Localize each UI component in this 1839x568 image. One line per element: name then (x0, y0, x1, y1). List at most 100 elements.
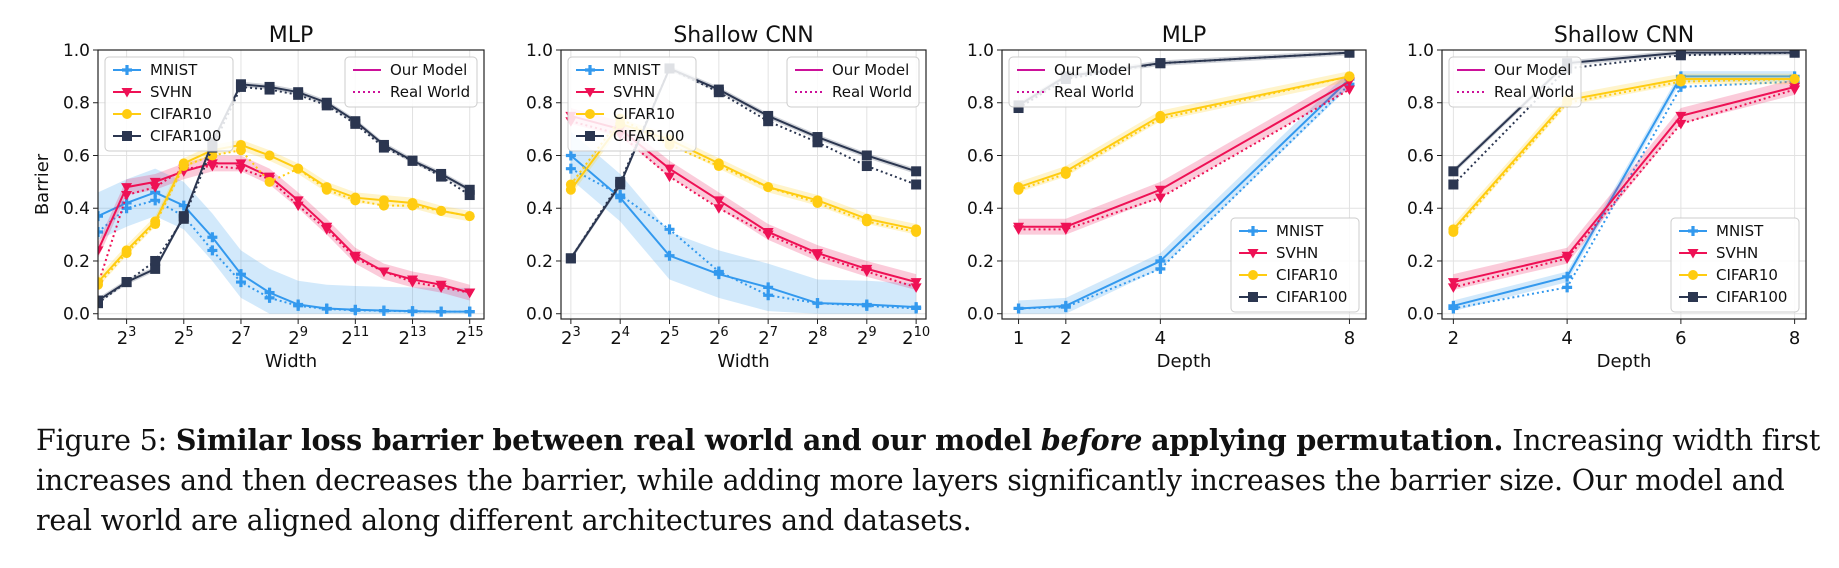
point-real-mnist (207, 245, 218, 256)
line-model-cifar100 (1452, 51, 1795, 173)
legend-box (1670, 217, 1800, 313)
point-model-svhn (292, 196, 304, 206)
chart-title: Shallow CNN (1554, 23, 1694, 48)
legend-label-cifar100: CIFAR100 (150, 127, 221, 145)
line-real-cifar10 (1452, 78, 1795, 233)
point-real-cifar10 (150, 219, 161, 230)
point-real-cifar100 (565, 253, 576, 264)
x-tick-label: 6 (1675, 328, 1686, 349)
y-tick-label: 1.0 (526, 41, 553, 61)
point-real-mnist (911, 303, 922, 314)
point-model-svhn (121, 183, 133, 193)
point-real-mnist (861, 300, 872, 311)
legend-label-cifar100: CIFAR100 (613, 127, 684, 145)
point-real-cifar100 (1344, 50, 1355, 58)
point-real-svhn (435, 283, 447, 293)
legend-marker-svhn (1687, 249, 1699, 259)
legend-box (1230, 217, 1360, 313)
point-real-cifar10 (378, 200, 389, 211)
legend-label-our-model: Our Model (390, 61, 467, 79)
point-real-cifar100 (407, 155, 418, 166)
caption-bold-part-a: Similar loss barrier between real world … (175, 423, 1033, 457)
y-tick-label: 0.8 (967, 94, 994, 114)
point-real-cifar10 (321, 184, 332, 195)
point-real-svhn (121, 191, 133, 201)
x-tick-label: 29 (288, 325, 308, 349)
point-real-cifar10 (293, 163, 304, 174)
point-real-cifar10 (1155, 113, 1166, 124)
point-real-mnist (464, 306, 475, 317)
legend-marker-cifar100 (1688, 292, 1698, 302)
point-real-mnist (235, 277, 246, 288)
line-real-cifar10 (1018, 75, 1350, 191)
band-cifar10 (1453, 73, 1795, 235)
point-model-svhn (664, 164, 676, 175)
legend-marker-mnist (1688, 226, 1698, 236)
x-axis-label: Depth (1157, 351, 1212, 372)
legend-models: Our Model Real World (1008, 56, 1142, 108)
y-tick-label: 0.2 (526, 252, 553, 272)
point-real-cifar100 (1675, 50, 1686, 61)
plot-frame (1441, 49, 1807, 320)
point-real-mnist (565, 163, 576, 174)
y-tick-label: 0.2 (1407, 252, 1434, 272)
point-real-mnist (321, 303, 332, 314)
point-real-cifar10 (464, 211, 475, 222)
y-tick-label: 0.0 (63, 305, 90, 325)
point-real-svhn (910, 283, 922, 293)
point-model-mnist (98, 211, 103, 222)
caption-bold-italic: before (1040, 423, 1143, 457)
point-real-mnist (763, 290, 774, 301)
point-real-cifar100 (436, 171, 447, 182)
point-real-mnist (407, 306, 418, 317)
point-real-cifar10 (1789, 74, 1800, 85)
point-real-cifar100 (812, 137, 823, 148)
x-axis-label: Width (717, 351, 769, 372)
point-real-svhn (206, 162, 218, 172)
point-real-cifar10 (911, 226, 922, 237)
line-real-cifar100 (1452, 51, 1795, 186)
x-tick-label: 2 (1448, 328, 1459, 349)
band-cifar100 (570, 65, 917, 261)
point-real-mnist (378, 305, 389, 316)
point-model-cifar100 (150, 263, 161, 274)
y-tick-label: 0.6 (63, 146, 90, 166)
legend-label-our-model: Our Model (1054, 61, 1131, 79)
point-real-svhn (149, 183, 161, 193)
legend-label-cifar100: CIFAR100 (1276, 288, 1347, 306)
point-real-mnist (98, 226, 103, 237)
x-tick-label: 24 (610, 325, 630, 349)
point-real-cifar100 (378, 142, 389, 153)
legend-label-mnist: MNIST (1276, 222, 1324, 240)
y-tick-label: 0.8 (1407, 94, 1434, 114)
point-model-svhn (1154, 185, 1166, 196)
legend-label-real-world: Real World (390, 83, 470, 101)
x-tick-label: 23 (561, 325, 581, 349)
point-real-cifar100 (235, 81, 246, 92)
point-model-svhn (149, 177, 161, 188)
plot-frame (560, 49, 927, 320)
y-tick-label: 0.4 (526, 199, 553, 219)
point-real-svhn (1447, 283, 1459, 293)
legend-marker-mnist (1248, 226, 1258, 236)
line-real-mnist (570, 167, 917, 310)
x-tick-label: 4 (1155, 328, 1166, 349)
legend-label-svhn: SVHN (150, 83, 192, 101)
line-model-svhn (1453, 85, 1795, 284)
legend-marker-svhn (584, 88, 596, 98)
legend-label-mnist: MNIST (613, 61, 661, 79)
figure-charts: 0.0 0.2 0.4 0.6 0.8 1.0 23 25 27 29 211 213 215 MLP Wi… (32, 23, 1807, 372)
legend-label-svhn: SVHN (613, 83, 655, 101)
band-svhn (570, 108, 917, 290)
point-real-cifar100 (713, 87, 724, 98)
chart-panel-4: 0.0 0.2 0.4 0.6 0.8 1.0 2 4 6 8 Shallow CNN Depth MN… (1407, 23, 1807, 372)
point-real-svhn (1013, 225, 1025, 235)
point-real-svhn (1789, 85, 1801, 96)
legend-datasets: MNIST SVHN CIFAR10 CIFAR100 (1670, 217, 1800, 313)
legend-label-cifar10: CIFAR10 (1276, 266, 1338, 284)
line-model-mnist (1018, 78, 1351, 310)
line-model-mnist (570, 154, 917, 309)
point-real-cifar10 (207, 150, 218, 161)
x-tick-label: 25 (660, 325, 680, 349)
legend-datasets: MNIST SVHN CIFAR10 CIFAR100 (104, 56, 234, 152)
